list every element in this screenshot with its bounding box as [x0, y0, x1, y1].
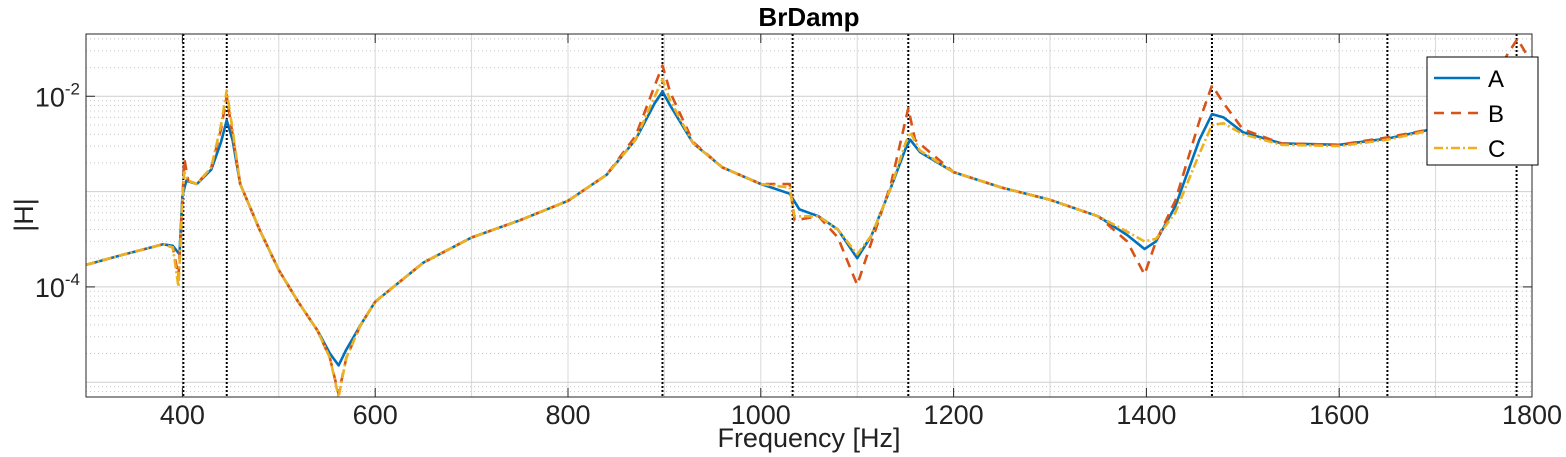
y-axis-label: |H|: [9, 198, 39, 232]
x-tick-label: 600: [353, 400, 398, 430]
grid: [86, 34, 1532, 398]
series-line-C: [85, 78, 1533, 399]
legend-label-B: B: [1488, 101, 1504, 128]
legend-box: [1426, 56, 1539, 166]
y-tick-label: 10-2: [35, 79, 80, 112]
legend: ABC: [1426, 56, 1539, 166]
x-tick-label: 400: [160, 400, 205, 430]
axis-ticks: 400 600 800 1000 1200 1400 1600 1800 10-4 10-2: [35, 34, 1562, 430]
series-group: [85, 37, 1534, 399]
x-tick-label: 1400: [1116, 400, 1176, 430]
x-tick-label: 1000: [731, 400, 791, 430]
legend-label-C: C: [1488, 136, 1505, 163]
x-tick-label: 1200: [924, 400, 984, 430]
x-axis-label: Frequency [Hz]: [717, 423, 900, 453]
x-tick-label: 800: [545, 400, 590, 430]
y-tick-label: 10-4: [35, 270, 80, 303]
chart-title: BrDamp: [758, 2, 859, 32]
x-tick-label: 1600: [1309, 400, 1369, 430]
legend-label-A: A: [1488, 66, 1504, 93]
marker-lines: [182, 34, 1518, 397]
x-tick-label: 1800: [1502, 400, 1562, 430]
plot-frame: [85, 33, 1533, 398]
